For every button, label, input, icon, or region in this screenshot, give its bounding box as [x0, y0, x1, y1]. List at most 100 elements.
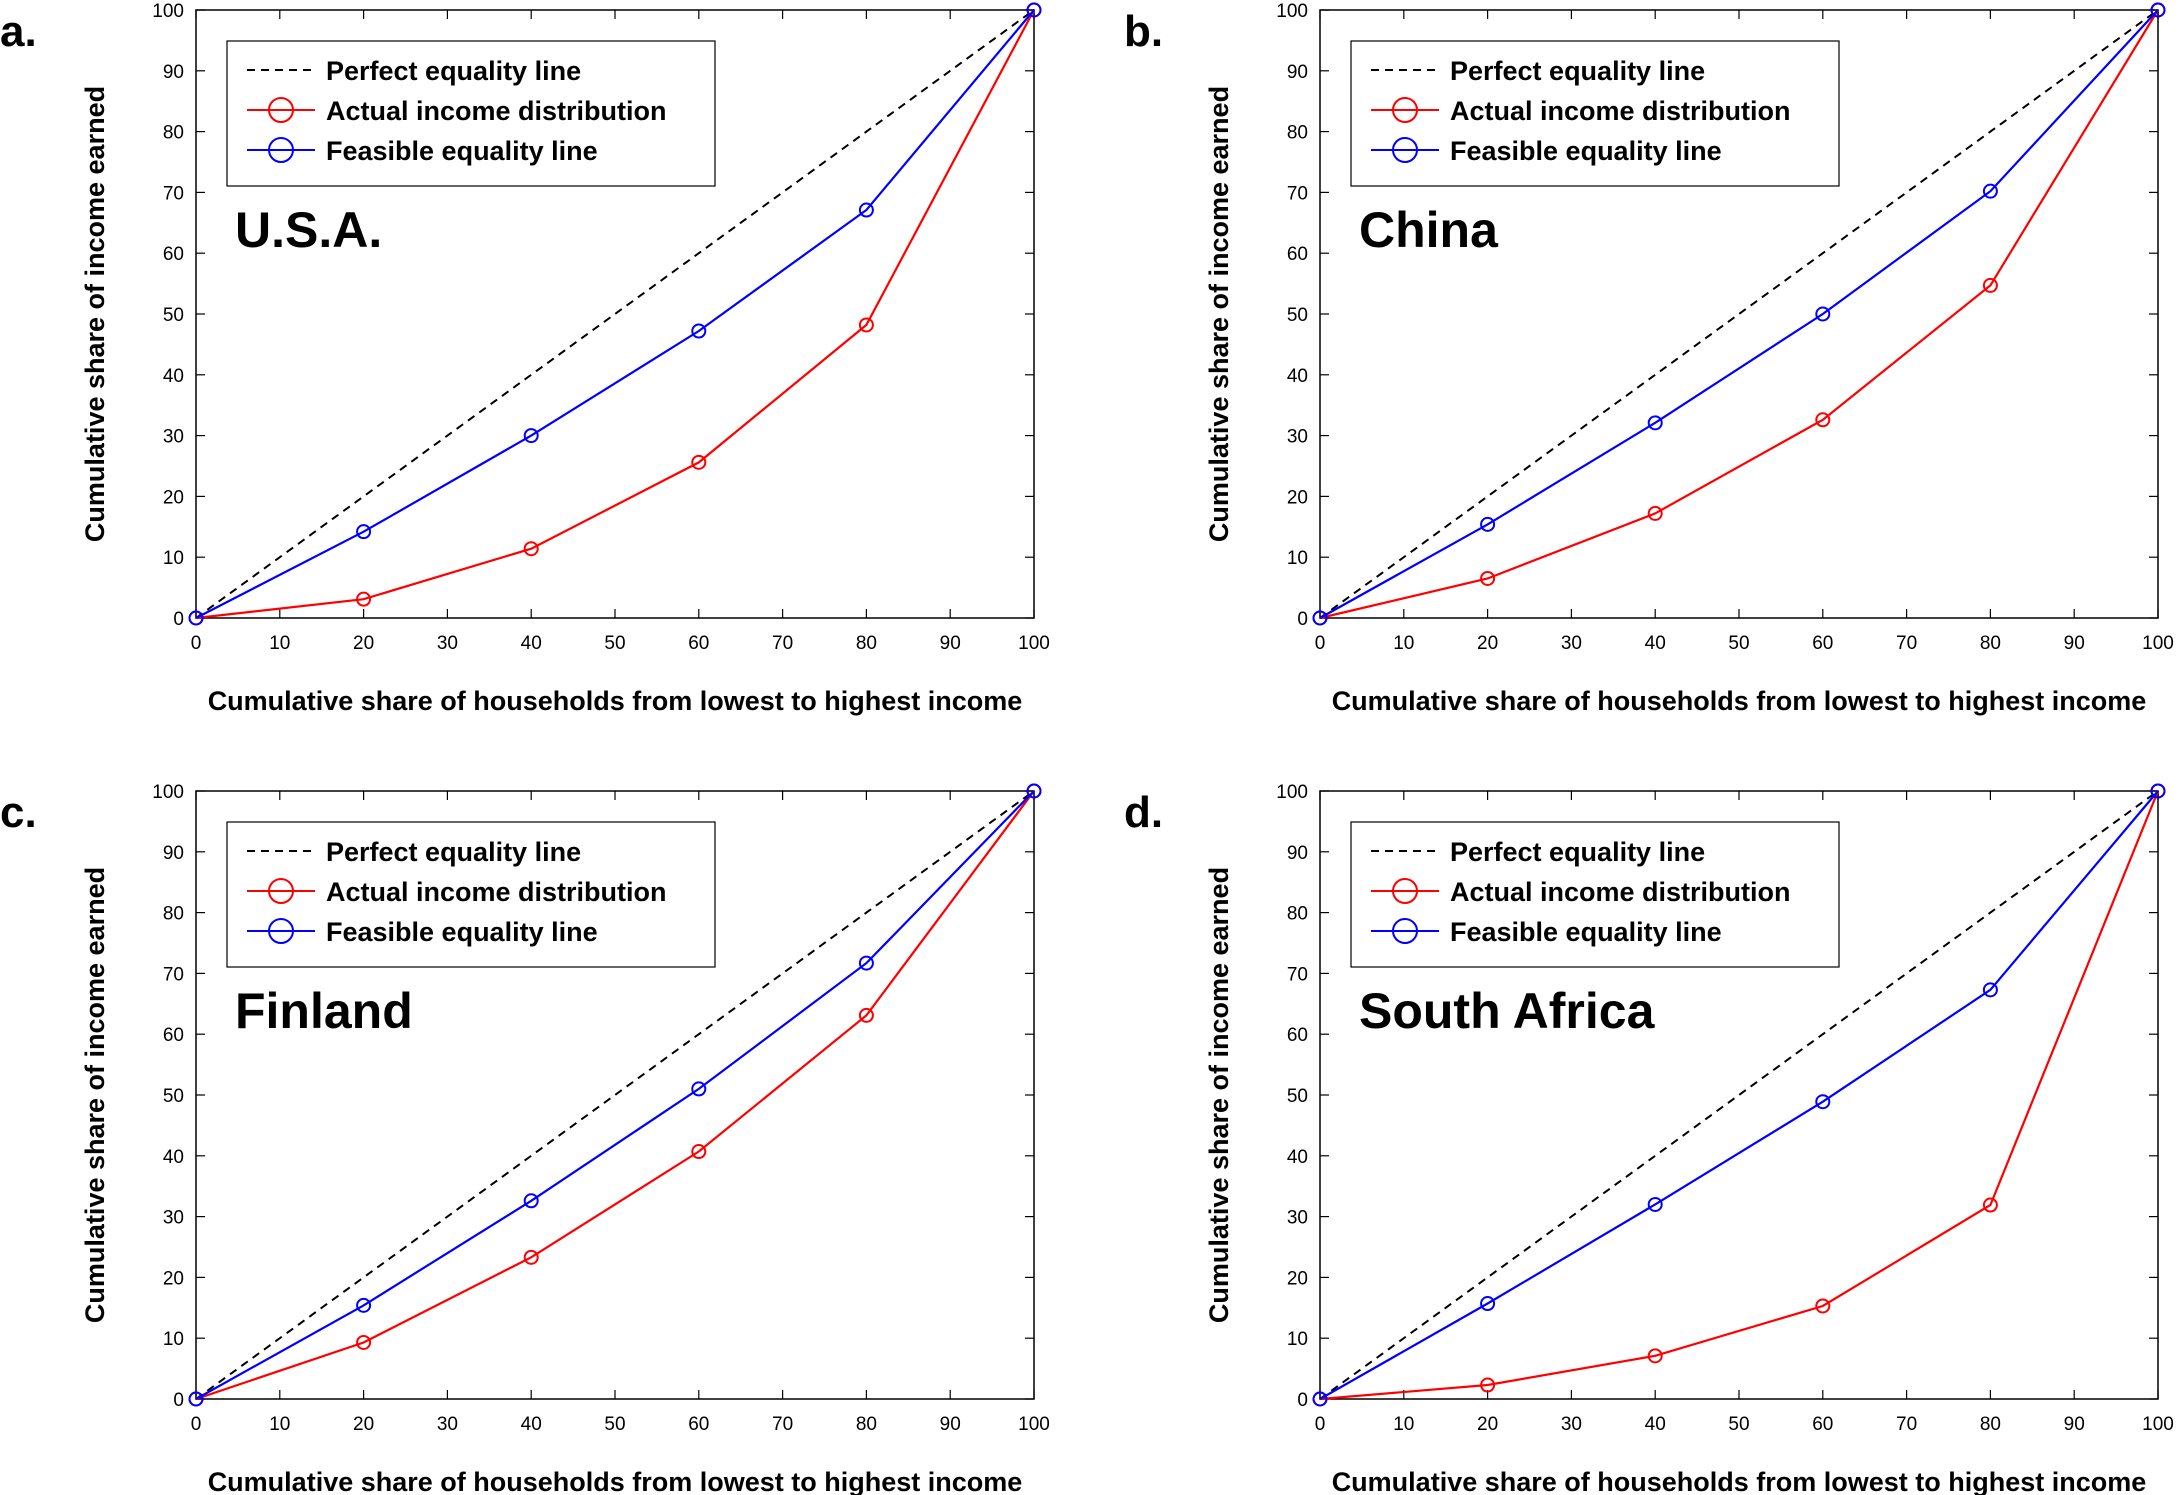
series-line-feasible	[1319, 9, 2159, 619]
data-point-feasible	[1815, 1094, 1831, 1110]
x-tick-label: 10	[269, 633, 290, 654]
legend: Perfect equality line Actual income distr…	[226, 821, 716, 968]
y-tick-label: 70	[163, 183, 184, 204]
y-tick-label: 40	[163, 1147, 184, 1168]
chart-panel-1: 0 10 20 30 40 50 60 70 80 90 100 0 10 20 30 40 50 60 70 80 9…	[0, 1, 1050, 716]
y-tick-label: 30	[1287, 1208, 1308, 1229]
panel-letter: a.	[0, 7, 37, 56]
x-tick-label: 30	[1561, 633, 1582, 654]
y-axis-label: Cumulative share of income earned	[80, 86, 110, 542]
x-axis-label: Cumulative share of households from lowe…	[1332, 1467, 2147, 1495]
legend-marker-actual	[268, 97, 294, 123]
data-point-feasible	[1647, 415, 1663, 431]
y-tick-label: 90	[1287, 843, 1308, 864]
data-point-actual	[858, 317, 874, 333]
x-tick-label: 50	[604, 1414, 625, 1435]
x-tick-label: 10	[269, 1414, 290, 1435]
y-tick-label: 50	[1287, 305, 1308, 326]
y-tick-label: 20	[163, 487, 184, 508]
x-tick-label: 10	[1393, 633, 1414, 654]
y-tick-label: 0	[173, 609, 184, 630]
series-line-actual	[1319, 9, 2159, 620]
legend-marker-actual	[268, 878, 294, 904]
legend-label-actual: Actual income distribution	[326, 96, 667, 126]
x-tick-label: 70	[1896, 633, 1917, 654]
legend-label-feasible: Feasible equality line	[1450, 136, 1722, 166]
y-tick-label: 10	[1287, 1329, 1308, 1350]
data-point-actual	[1647, 505, 1663, 521]
legend-label-feasible: Feasible equality line	[326, 136, 598, 166]
x-tick-label: 20	[353, 1414, 374, 1435]
x-tick-label: 70	[772, 633, 793, 654]
data-point-actual	[1982, 1197, 1998, 1213]
y-tick-label: 100	[152, 1, 184, 22]
x-tick-label: 20	[1477, 1414, 1498, 1435]
y-tick-label: 30	[163, 1208, 184, 1229]
legend: Perfect equality line Actual income distr…	[1350, 40, 1840, 187]
y-tick-label: 100	[1276, 782, 1308, 803]
data-point-feasible	[691, 1081, 707, 1097]
legend-marker-actual	[1392, 97, 1418, 123]
y-tick-label: 70	[163, 964, 184, 985]
y-axis-label: Cumulative share of income earned	[1204, 86, 1234, 542]
y-tick-label: 100	[152, 782, 184, 803]
legend: Perfect equality line Actual income distr…	[1350, 821, 1840, 968]
x-tick-label: 50	[604, 633, 625, 654]
legend-label-actual: Actual income distribution	[1450, 96, 1791, 126]
y-tick-label: 0	[173, 1390, 184, 1411]
y-tick-label: 60	[1287, 1025, 1308, 1046]
x-tick-label: 80	[856, 1414, 877, 1435]
y-tick-label: 10	[163, 548, 184, 569]
legend-label-perfect: Perfect equality line	[326, 837, 581, 867]
data-point-feasible	[1815, 306, 1831, 322]
legend-marker-feasible	[1392, 137, 1418, 163]
data-point-actual	[1647, 1348, 1663, 1364]
y-tick-label: 50	[1287, 1086, 1308, 1107]
y-tick-label: 80	[1287, 904, 1308, 925]
legend: Perfect equality line Actual income distr…	[226, 40, 716, 187]
legend-label-feasible: Feasible equality line	[326, 917, 598, 947]
data-point-actual	[356, 1334, 372, 1350]
legend-label-actual: Actual income distribution	[326, 877, 667, 907]
x-tick-label: 100	[2142, 633, 2174, 654]
panel-letter: d.	[1124, 788, 1163, 837]
x-tick-label: 100	[1018, 633, 1050, 654]
data-point-actual	[1982, 277, 1998, 293]
legend-label-perfect: Perfect equality line	[1450, 56, 1705, 86]
chart-panel-2: 0 10 20 30 40 50 60 70 80 90 100 0 10 20 30 40 50 60 70 80 9…	[1124, 1, 2174, 716]
y-axis-label: Cumulative share of income earned	[1204, 867, 1234, 1323]
x-tick-label: 60	[1812, 633, 1833, 654]
x-tick-label: 90	[2064, 633, 2085, 654]
data-point-feasible	[1480, 516, 1496, 532]
legend-marker-feasible	[268, 137, 294, 163]
x-tick-label: 80	[1980, 1414, 2001, 1435]
legend-label-perfect: Perfect equality line	[1450, 837, 1705, 867]
data-point-actual	[691, 1144, 707, 1160]
y-tick-label: 40	[1287, 366, 1308, 387]
x-tick-label: 60	[688, 633, 709, 654]
data-point-actual	[691, 454, 707, 470]
y-tick-label: 10	[1287, 548, 1308, 569]
data-point-actual	[1480, 1377, 1496, 1393]
x-tick-label: 10	[1393, 1414, 1414, 1435]
series-line-feasible	[195, 9, 1035, 619]
legend-box	[1350, 821, 1840, 968]
series-line-perfect	[1319, 790, 2159, 1400]
data-point-feasible	[1312, 610, 1328, 626]
x-tick-label: 30	[1561, 1414, 1582, 1435]
data-point-actual	[523, 1249, 539, 1265]
y-tick-label: 90	[163, 62, 184, 83]
y-tick-label: 30	[163, 427, 184, 448]
x-tick-label: 80	[1980, 633, 2001, 654]
x-tick-label: 0	[1315, 1414, 1326, 1435]
y-tick-label: 100	[1276, 1, 1308, 22]
x-tick-label: 30	[437, 1414, 458, 1435]
series-line-feasible	[1319, 790, 2159, 1400]
data-point-feasible	[2150, 783, 2166, 799]
y-tick-label: 0	[1297, 609, 1308, 630]
series-line-actual	[195, 9, 1035, 620]
data-point-feasible	[188, 1391, 204, 1407]
panel-letter: b.	[1124, 7, 1163, 56]
data-point-feasible	[1982, 183, 1998, 199]
